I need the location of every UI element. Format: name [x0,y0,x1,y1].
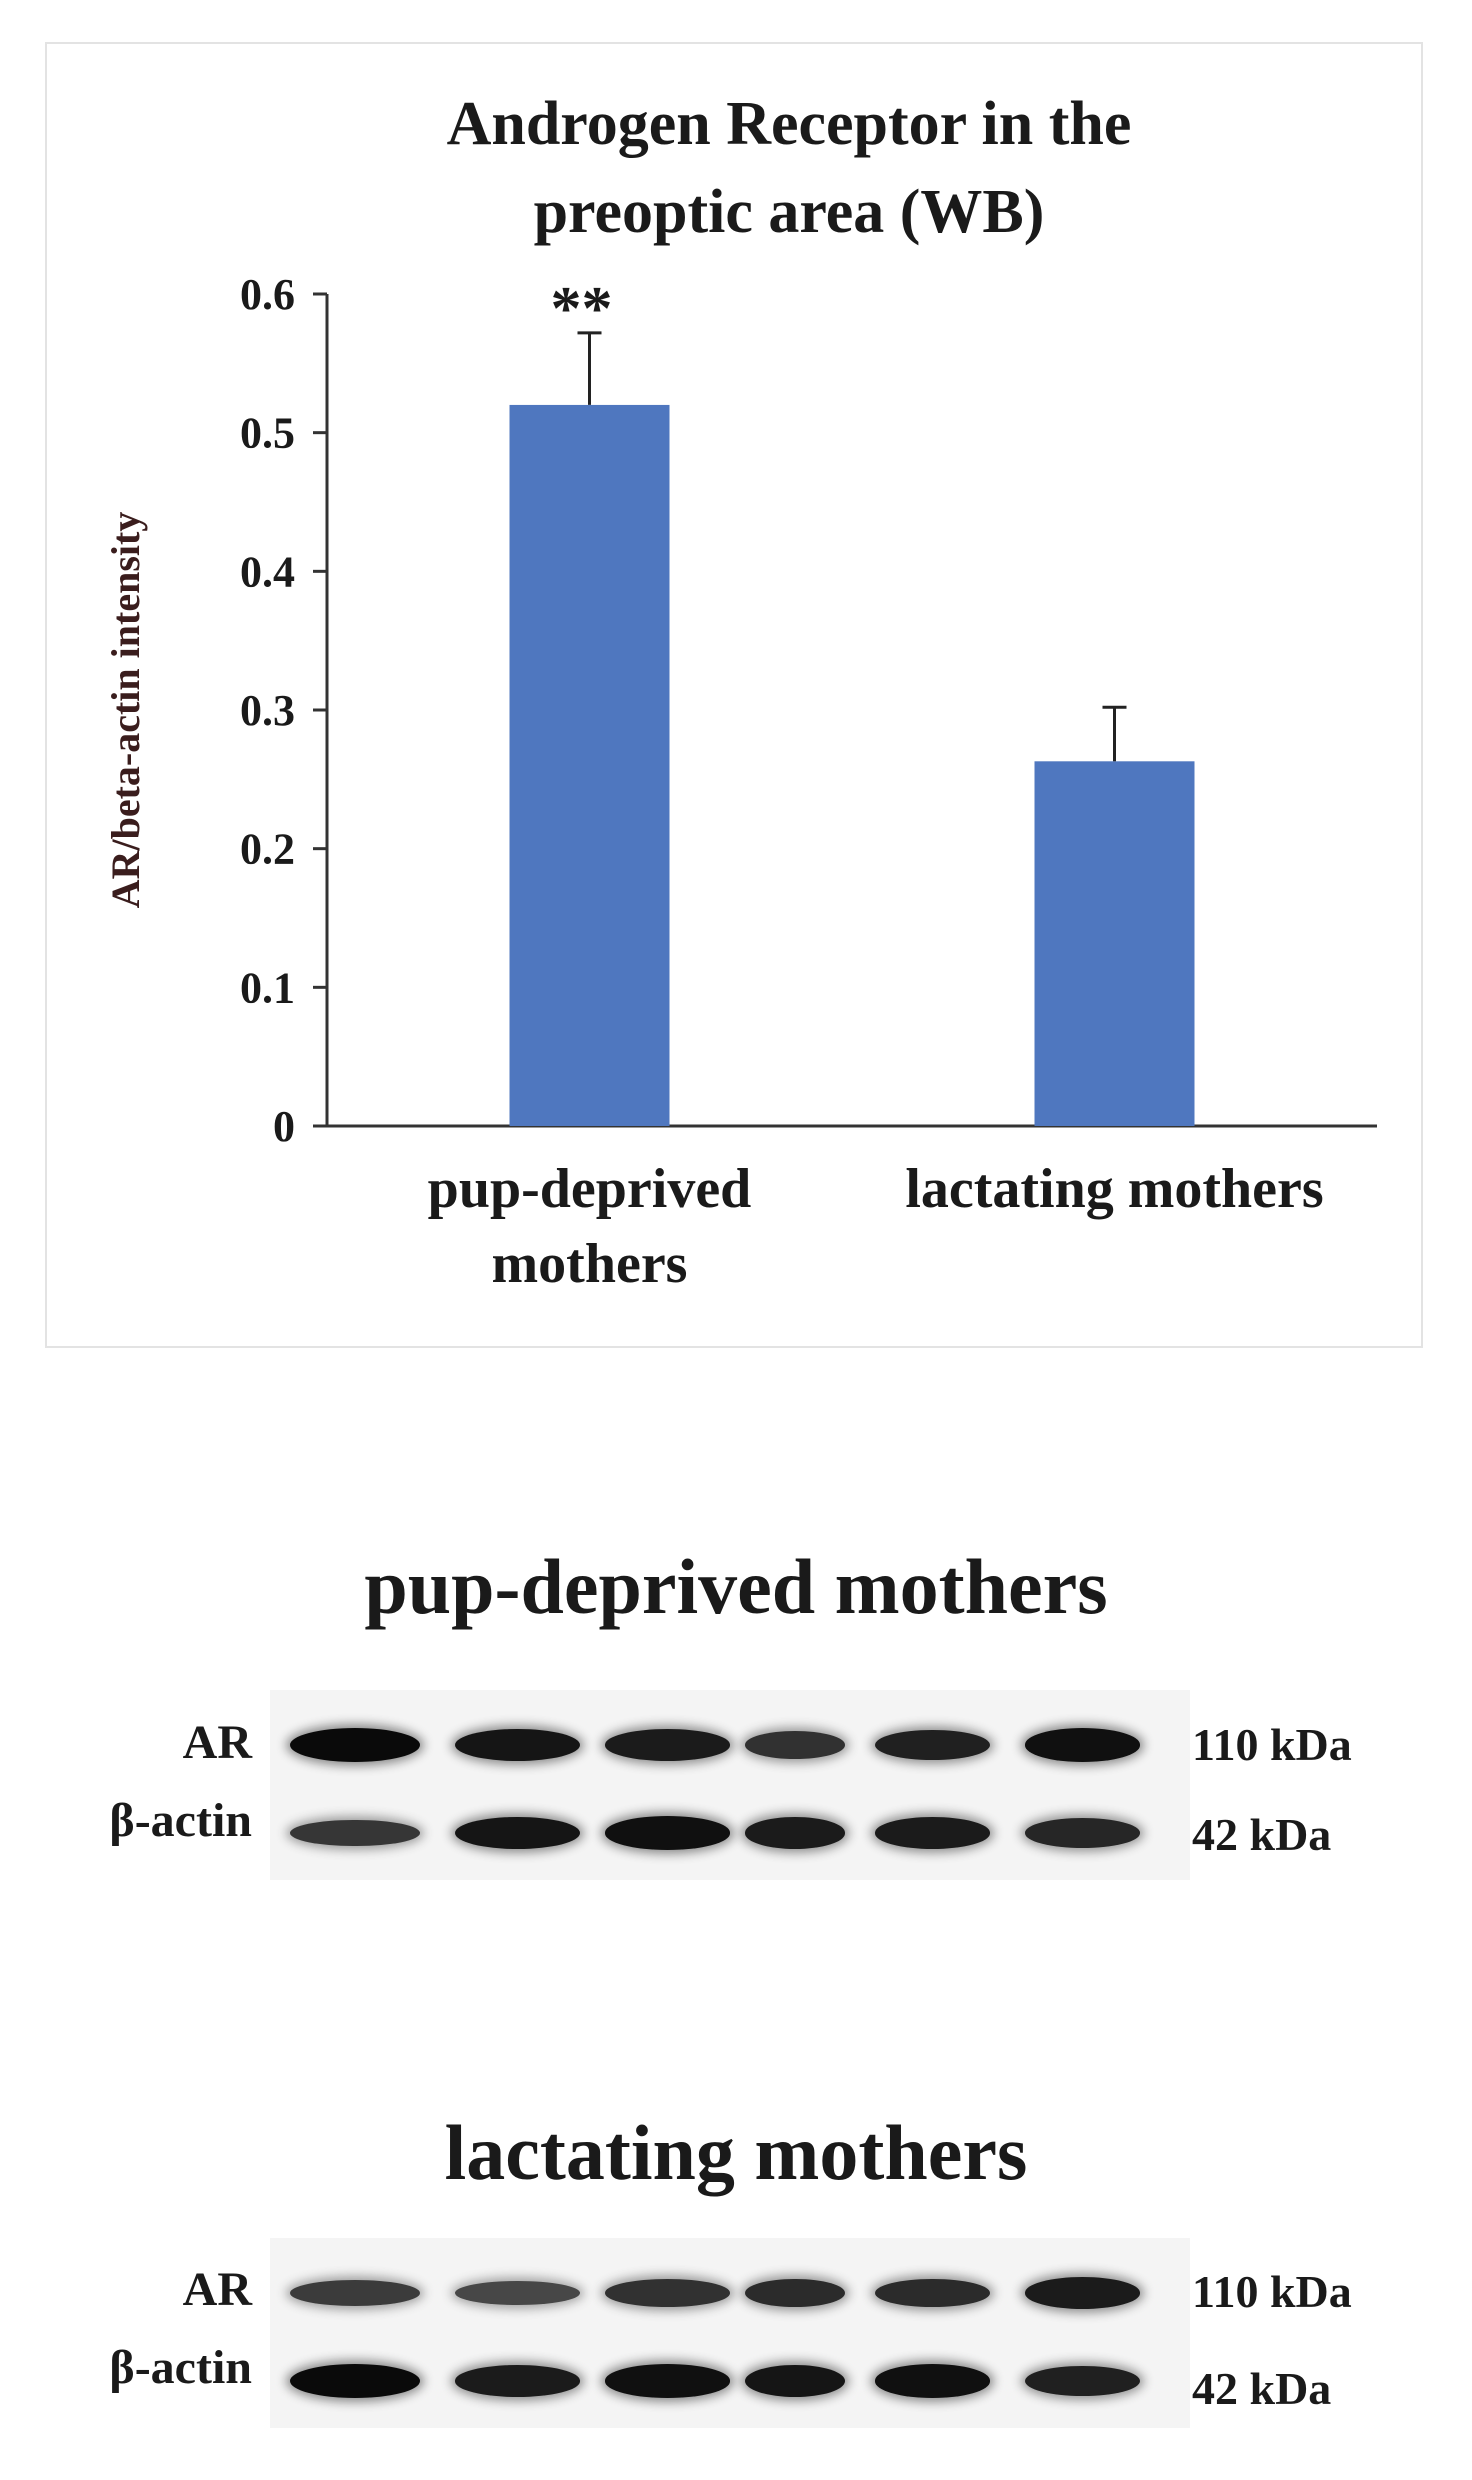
blot-title-pup-deprived: pup-deprived mothers [364,1543,1108,1630]
x-category-label: lactating mothers [905,1158,1323,1220]
significance-label: ** [551,275,613,343]
blot-row-ar [270,2263,1190,2323]
bar-chart-panel: Androgen Receptor in the preoptic area (W… [45,42,1423,1348]
blot-band [1025,2277,1140,2309]
blot-membrane-pup-deprived [270,1690,1190,1880]
blot-band [875,1729,990,1761]
blot-row-beta-actin [270,2351,1190,2411]
chart-title-line: preoptic area (WB) [534,178,1045,246]
bar-1 [509,404,670,1126]
blot-band [455,1728,580,1762]
protein-label-beta-actin: β-actin [109,1794,252,1847]
x-category-label: mothers [492,1233,688,1295]
blot-band [290,1728,420,1762]
blot-band [455,2280,580,2306]
blot-band [745,2364,845,2398]
blot-band [1025,1818,1140,1848]
y-axis-label: AR/beta-actin intensity [103,512,148,909]
blot-band [605,2279,730,2307]
protein-label-ar: AR [182,2263,252,2316]
blot-band [745,1817,845,1849]
bar-chart: Androgen Receptor in the preoptic area (W… [103,90,1377,1295]
kda-label-beta-actin: 42 kDa [1192,1809,1332,1860]
blot-band [605,2364,730,2398]
blot-row-beta-actin [270,1803,1190,1863]
blot-band [1025,1728,1140,1762]
blot-band [875,1817,990,1849]
y-tick-label: 0.4 [240,547,295,596]
y-tick-label: 0 [273,1102,295,1151]
blot-band [745,2278,845,2308]
y-tick-label: 0.6 [240,270,295,319]
blot-membrane-lactating [270,2238,1190,2428]
blot-band [455,1816,580,1850]
protein-label-beta-actin: β-actin [109,2341,252,2394]
blot-band [290,2280,420,2306]
blot-band [290,1819,420,1847]
blot-band [455,2365,580,2397]
blot-band [875,2278,990,2308]
y-tick-label: 0.1 [240,963,295,1012]
blot-band [1025,2365,1140,2397]
chart-title-line: Androgen Receptor in the [447,90,1132,158]
blot-row-ar [270,1715,1190,1775]
y-tick-label: 0.2 [240,825,295,874]
blot-band [605,1729,730,1761]
blot-band [605,1816,730,1850]
blot-title-lactating: lactating mothers [444,2109,1028,2196]
y-tick-label: 0.3 [240,686,295,735]
y-tick-label: 0.5 [240,409,295,458]
kda-label-ar: 110 kDa [1192,2266,1352,2317]
blot-band [290,2364,420,2398]
protein-label-ar: AR [182,1716,252,1769]
bar-2 [1034,761,1195,1126]
kda-label-beta-actin: 42 kDa [1192,2363,1332,2414]
blot-band [745,1731,845,1759]
kda-label-ar: 110 kDa [1192,1719,1352,1770]
blot-band [875,2364,990,2398]
x-category-label: pup-deprived [428,1158,752,1220]
